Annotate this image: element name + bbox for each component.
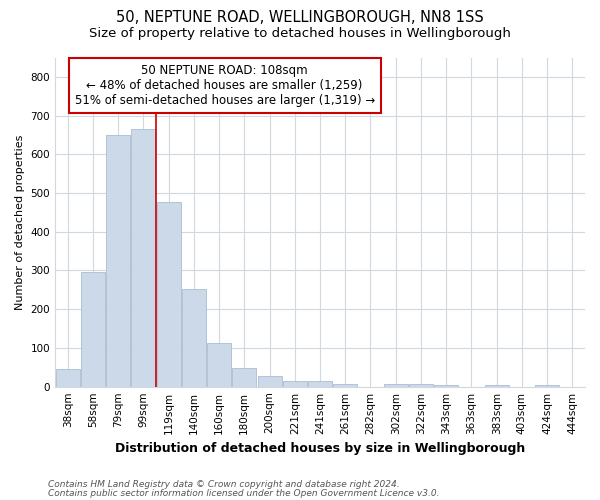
- Bar: [207, 343, 231, 386]
- Bar: [157, 202, 181, 386]
- Bar: [182, 289, 206, 386]
- Text: 50, NEPTUNE ROAD, WELLINGBOROUGH, NN8 1SS: 50, NEPTUNE ROAD, WELLINGBOROUGH, NN8 1S…: [116, 10, 484, 25]
- Bar: [56, 370, 80, 386]
- Bar: [81, 272, 105, 386]
- Bar: [283, 381, 307, 386]
- Bar: [131, 129, 155, 386]
- Bar: [535, 384, 559, 386]
- Bar: [485, 385, 509, 386]
- X-axis label: Distribution of detached houses by size in Wellingborough: Distribution of detached houses by size …: [115, 442, 525, 455]
- Bar: [232, 368, 256, 386]
- Bar: [308, 381, 332, 386]
- Text: 50 NEPTUNE ROAD: 108sqm
← 48% of detached houses are smaller (1,259)
51% of semi: 50 NEPTUNE ROAD: 108sqm ← 48% of detache…: [74, 64, 375, 107]
- Text: Contains public sector information licensed under the Open Government Licence v3: Contains public sector information licen…: [48, 488, 439, 498]
- Text: Contains HM Land Registry data © Crown copyright and database right 2024.: Contains HM Land Registry data © Crown c…: [48, 480, 400, 489]
- Bar: [434, 385, 458, 386]
- Bar: [409, 384, 433, 386]
- Bar: [333, 384, 357, 386]
- Text: Size of property relative to detached houses in Wellingborough: Size of property relative to detached ho…: [89, 28, 511, 40]
- Y-axis label: Number of detached properties: Number of detached properties: [15, 134, 25, 310]
- Bar: [257, 376, 281, 386]
- Bar: [106, 135, 130, 386]
- Bar: [384, 384, 408, 386]
